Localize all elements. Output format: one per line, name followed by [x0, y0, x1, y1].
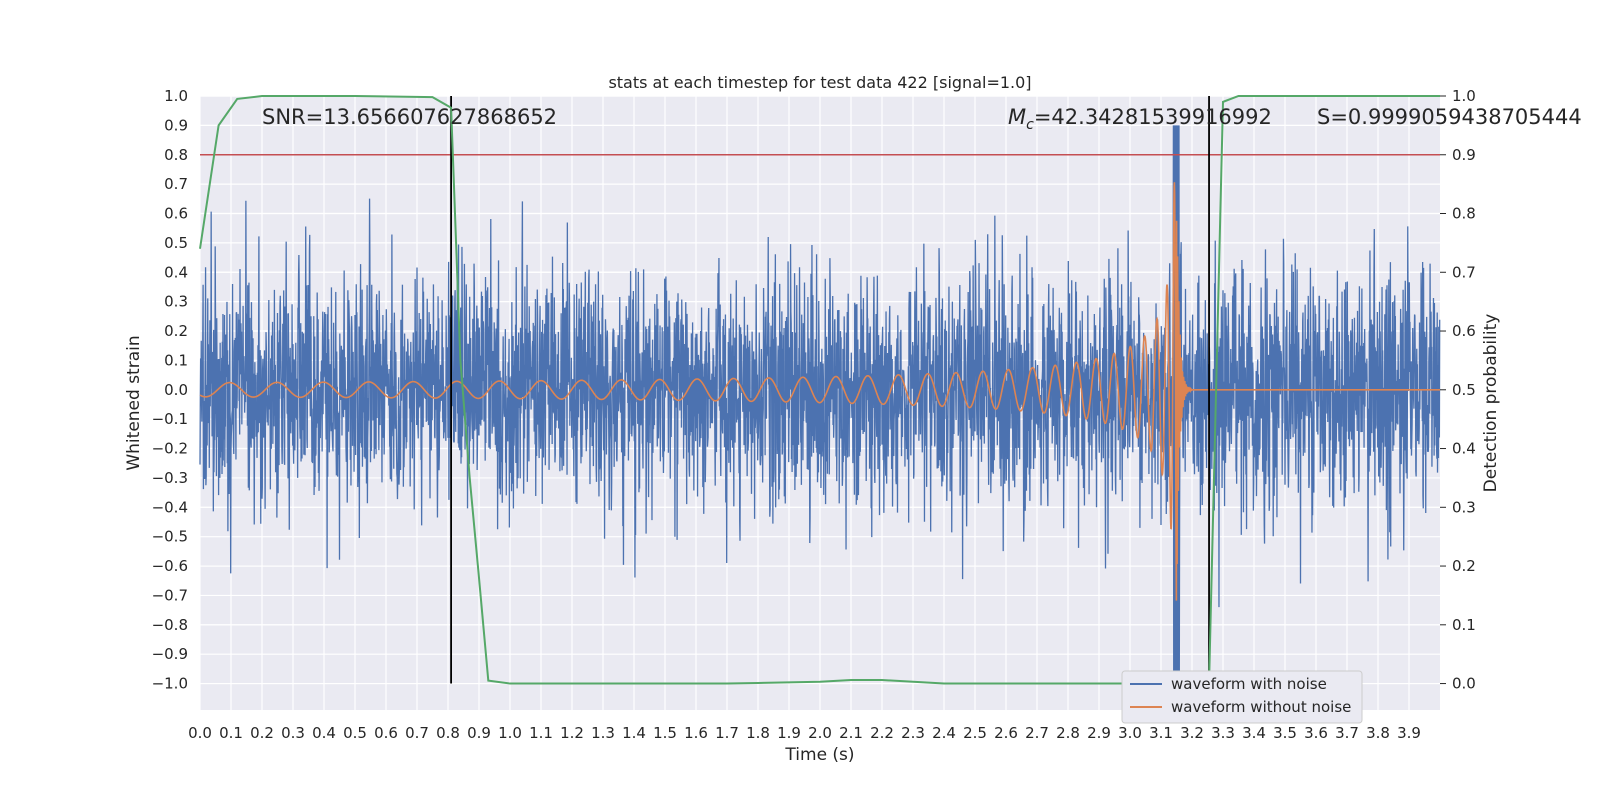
chirp-mass-value: =42.34281539916992 — [1034, 105, 1272, 129]
y-tick-label: −0.1 — [152, 410, 188, 428]
x-tick-label: 1.7 — [715, 724, 739, 742]
y-tick-label: −0.8 — [152, 616, 188, 634]
y-tick-label: −0.6 — [152, 557, 188, 575]
series-detection-probability — [199, 95, 1440, 685]
y-tick-label: 0.8 — [164, 146, 188, 164]
x-tick-label: 2.5 — [963, 724, 987, 742]
legend: waveform with noise waveform without noi… — [1121, 670, 1363, 724]
x-tick-label: 2.6 — [994, 724, 1018, 742]
y2-tick-label: 0.0 — [1452, 675, 1476, 693]
x-tick-label: 1.3 — [591, 724, 615, 742]
y-tick-label: 0.0 — [164, 381, 188, 399]
x-tick-label: 0.0 — [188, 724, 212, 742]
y2-tick-label: 0.7 — [1452, 263, 1476, 281]
x-tick-labels: 0.0 0.1 0.2 0.3 0.4 0.5 0.6 0.7 0.8 0.9 1.0 1.1 1.2 1… — [188, 724, 1421, 742]
y-tick-label: 1.0 — [164, 87, 188, 105]
x-tick-label: 0.1 — [219, 724, 243, 742]
y-tick-label: −1.0 — [152, 675, 188, 693]
x-tick-label: 3.6 — [1304, 724, 1328, 742]
x-tick-label: 1.0 — [498, 724, 522, 742]
y-axis-label: Whitened strain — [124, 335, 144, 470]
y-tick-labels: −1.0 −0.9 −0.8 −0.7 −0.6 −0.5 −0.4 −0.3 −0.2 −0.1… — [152, 87, 188, 693]
x-tick-label: 0.5 — [343, 724, 367, 742]
y-tick-label: −0.9 — [152, 645, 188, 663]
x-tick-label: 1.4 — [622, 724, 646, 742]
x-tick-label: 3.2 — [1180, 724, 1204, 742]
x-tick-label: 3.4 — [1242, 724, 1266, 742]
y-tick-label: 0.1 — [164, 351, 188, 369]
chirp-mass-subscript: c — [1026, 117, 1034, 133]
legend-label-signal: waveform without noise — [1171, 698, 1351, 716]
x-tick-label: 2.1 — [839, 724, 863, 742]
x-tick-label: 2.0 — [808, 724, 832, 742]
series-waveform-with-noise — [199, 125, 1441, 678]
x-tick-label: 3.7 — [1335, 724, 1359, 742]
y-tick-label: 0.2 — [164, 322, 188, 340]
x-axis-label: Time (s) — [784, 745, 854, 765]
x-tick-label: 3.8 — [1366, 724, 1390, 742]
x-tick-label: 2.9 — [1087, 724, 1111, 742]
y2-tick-label: 0.3 — [1452, 498, 1476, 516]
y2-tick-label: 0.6 — [1452, 322, 1476, 340]
x-tick-label: 0.8 — [436, 724, 460, 742]
y-tick-label: −0.7 — [152, 586, 188, 604]
y-tick-label: 0.4 — [164, 263, 188, 281]
snr-annotation: SNR=13.656607627868652 — [262, 105, 557, 129]
y-tick-label: −0.4 — [152, 498, 188, 516]
x-tick-label: 1.1 — [529, 724, 553, 742]
x-tick-label: 0.7 — [405, 724, 429, 742]
x-tick-label: 0.2 — [250, 724, 274, 742]
y-tick-label: 0.9 — [164, 116, 188, 134]
y2-tick-label: 0.2 — [1452, 557, 1476, 575]
x-tick-label: 3.0 — [1118, 724, 1142, 742]
y-tick-label: 0.3 — [164, 293, 188, 311]
s-annotation: S=0.9999059438705444 — [1317, 105, 1582, 129]
y2-axis-label: Detection probability — [1481, 314, 1501, 493]
x-tick-label: 2.2 — [870, 724, 894, 742]
y2-tick-label: 0.8 — [1452, 205, 1476, 223]
y2-tick-label: 0.1 — [1452, 616, 1476, 634]
chirp-mass-symbol: M — [1008, 105, 1026, 129]
x-tick-label: 3.1 — [1149, 724, 1173, 742]
x-tick-label: 2.3 — [901, 724, 925, 742]
signal-trace — [199, 182, 1440, 601]
noise-trace — [199, 125, 1441, 678]
x-tick-label: 0.6 — [374, 724, 398, 742]
y-tick-label: 0.6 — [164, 205, 188, 223]
vertical-markers — [450, 96, 1210, 684]
probability-trace — [199, 95, 1440, 685]
y-tick-label: 0.7 — [164, 175, 188, 193]
x-tick-label: 3.9 — [1397, 724, 1421, 742]
x-tick-label: 3.3 — [1211, 724, 1235, 742]
y2-tick-label: 1.0 — [1452, 87, 1476, 105]
y2-tick-label: 0.5 — [1452, 381, 1476, 399]
x-tick-label: 1.5 — [653, 724, 677, 742]
x-tick-label: 0.3 — [281, 724, 305, 742]
x-tick-label: 2.7 — [1025, 724, 1049, 742]
x-tick-label: 1.8 — [746, 724, 770, 742]
chart-title: stats at each timestep for test data 422… — [608, 73, 1031, 92]
y-tick-label: −0.5 — [152, 528, 188, 546]
x-tick-label: 0.4 — [312, 724, 336, 742]
y-tick-label: −0.2 — [152, 440, 188, 458]
series-waveform-without-noise — [199, 182, 1440, 601]
x-tick-label: 3.5 — [1273, 724, 1297, 742]
x-tick-label: 2.4 — [932, 724, 956, 742]
x-tick-label: 1.6 — [684, 724, 708, 742]
y2-tick-labels: 0.0 0.1 0.2 0.3 0.4 0.5 0.6 0.7 0.8 0.9 1.0 — [1440, 87, 1476, 693]
legend-label-noise: waveform with noise — [1171, 675, 1327, 693]
y-tick-label: 0.5 — [164, 234, 188, 252]
y2-tick-label: 0.9 — [1452, 146, 1476, 164]
chirp-mass-annotation: Mc=42.34281539916992 — [1008, 105, 1272, 133]
x-tick-label: 0.9 — [467, 724, 491, 742]
x-tick-label: 2.8 — [1056, 724, 1080, 742]
y2-tick-label: 0.4 — [1452, 440, 1476, 458]
y-tick-label: −0.3 — [152, 469, 188, 487]
x-tick-label: 1.2 — [560, 724, 584, 742]
legend-box — [1121, 670, 1363, 724]
x-tick-label: 1.9 — [777, 724, 801, 742]
